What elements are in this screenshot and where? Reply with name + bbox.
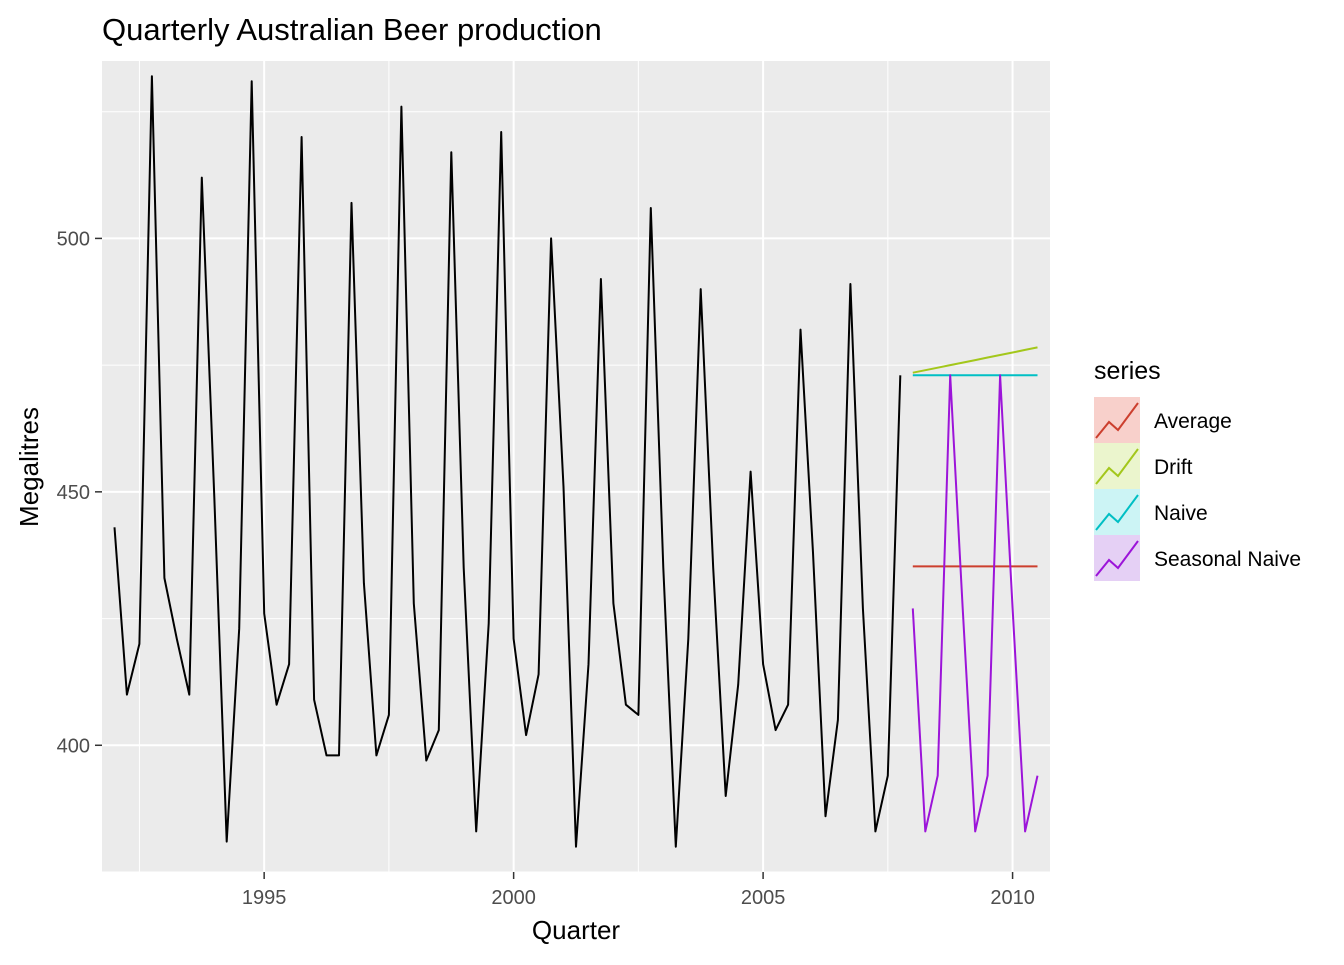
legend-label: Naive — [1154, 502, 1208, 525]
series-layer — [113, 75, 1039, 848]
y-axis: 400 450 500 — [57, 228, 102, 757]
y-tick-label: 400 — [57, 735, 90, 757]
legend-item-seasonal-naive: Seasonal Naive — [1094, 535, 1301, 581]
grid-minor — [102, 61, 1050, 873]
legend-label: Average — [1154, 410, 1232, 433]
x-tick-label: 2000 — [491, 887, 536, 909]
plot-panel — [102, 61, 1050, 872]
y-tick-label: 450 — [57, 482, 90, 504]
legend-key-fill — [1094, 397, 1140, 443]
legend-label: Seasonal Naive — [1154, 548, 1301, 571]
x-tick-label: 2005 — [741, 887, 786, 909]
legend-key-line — [1095, 540, 1139, 577]
legend-label: Drift — [1154, 456, 1193, 479]
chart-title: Quarterly Australian Beer production — [102, 12, 602, 47]
legend-key-fill — [1094, 443, 1140, 489]
legend-key-line — [1095, 448, 1139, 485]
series-line-drift — [912, 346, 1038, 374]
legend-key-fill — [1094, 535, 1140, 581]
series-line-seasonal-naive — [911, 374, 1039, 833]
legend-title: series — [1094, 357, 1161, 385]
legend: series Average Drift Naive Seasonal Naive — [1094, 357, 1301, 581]
legend-item-naive: Naive — [1094, 489, 1208, 535]
y-tick-label: 500 — [57, 228, 90, 250]
x-tick-label: 1995 — [242, 887, 287, 909]
observed-series-line — [113, 75, 902, 848]
y-axis-label: Megalitres — [14, 407, 44, 527]
legend-key-fill — [1094, 489, 1140, 535]
legend-items: Average Drift Naive Seasonal Naive — [1094, 397, 1301, 581]
legend-key-line — [1095, 494, 1139, 531]
legend-item-average: Average — [1094, 397, 1232, 443]
x-axis-label: Quarter — [532, 915, 620, 945]
grid-major — [102, 61, 1050, 872]
x-axis: 1995 2000 2005 2010 — [242, 872, 1035, 909]
legend-item-drift: Drift — [1094, 443, 1193, 489]
legend-key-line — [1095, 402, 1139, 439]
x-tick-label: 2010 — [990, 887, 1035, 909]
